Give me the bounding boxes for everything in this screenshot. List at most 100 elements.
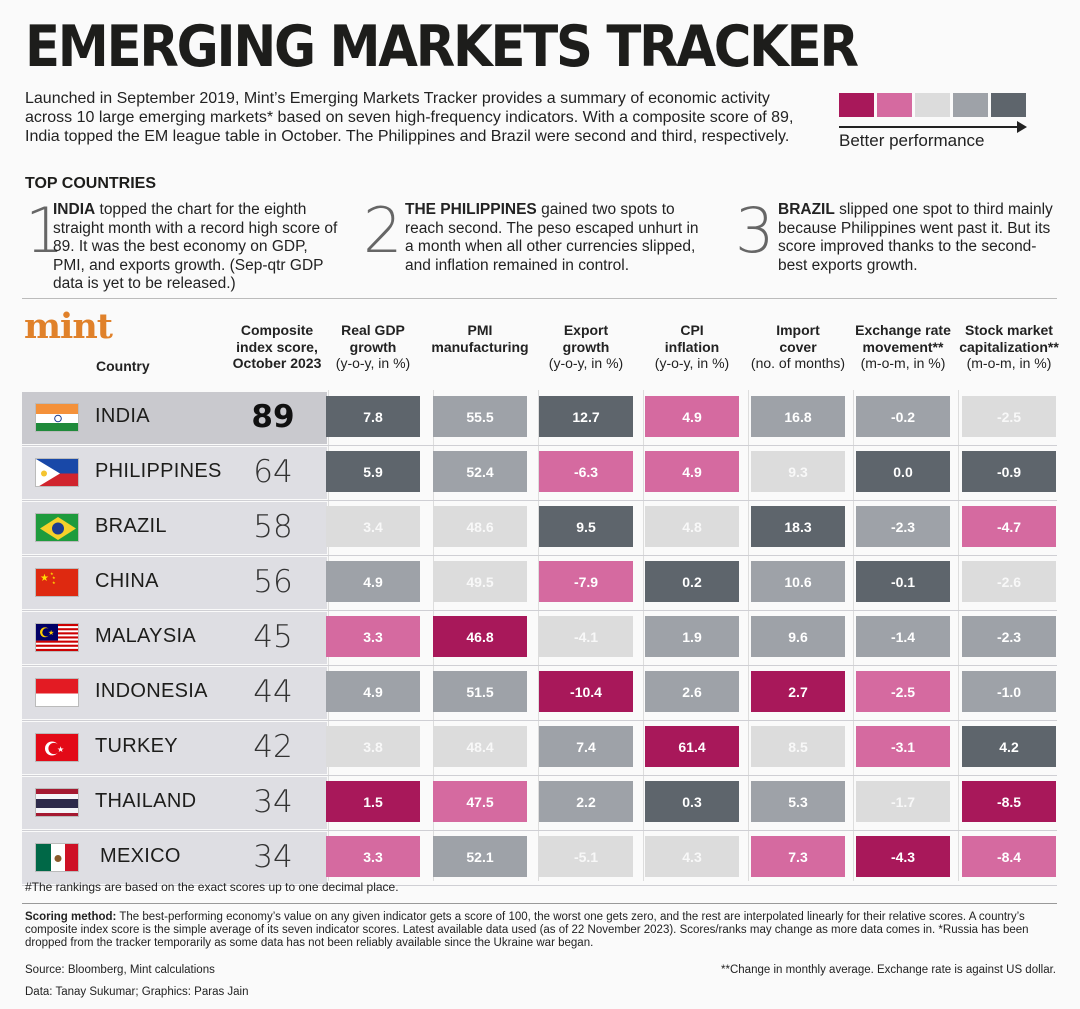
indicator-cell: 1.5	[326, 781, 420, 822]
country-name: INDONESIA	[95, 680, 208, 702]
column-header-title: Real GDP	[341, 322, 405, 338]
column-header-sub: movement**	[862, 338, 944, 355]
column-header-sub: growth	[349, 338, 397, 355]
composite-score: 34	[253, 839, 293, 875]
india-flag-icon	[35, 403, 79, 432]
row-divider	[22, 830, 1057, 831]
indicator-cell: 3.3	[326, 616, 420, 657]
column-header-sub: cover	[779, 338, 817, 355]
column-header-title: Import	[776, 322, 820, 338]
indicator-cell: 2.7	[751, 671, 845, 712]
column-separator	[748, 390, 749, 881]
column-header: Export growth (y-o-y, in %)	[526, 322, 646, 372]
indicator-cell: 48.4	[433, 726, 527, 767]
indicator-cell: 46.8	[433, 616, 527, 657]
top-country-text: THE PHILIPPINES gained two spots to reac…	[405, 201, 699, 274]
column-separator	[538, 390, 539, 881]
row-divider	[22, 445, 1057, 446]
indicator-cell: 4.9	[326, 561, 420, 602]
indicator-cell: -4.1	[539, 616, 633, 657]
legend-swatch-2	[877, 93, 912, 117]
indicator-cell: 4.9	[645, 396, 739, 437]
svg-text:★: ★	[57, 745, 64, 754]
indicator-cell: 7.4	[539, 726, 633, 767]
column-separator	[643, 390, 644, 881]
indicator-cell: 3.4	[326, 506, 420, 547]
indicator-cell: -7.9	[539, 561, 633, 602]
indicator-cell: -2.3	[856, 506, 950, 547]
indicator-cell: -5.1	[539, 836, 633, 877]
column-header-sub: inflation	[664, 338, 720, 355]
row-divider	[22, 885, 1057, 886]
indicator-cell: 51.5	[433, 671, 527, 712]
column-header-unit: (y-o-y, in %)	[654, 355, 730, 371]
indicator-cell: 4.9	[645, 451, 739, 492]
indicator-cell: 3.8	[326, 726, 420, 767]
country-name: INDIA	[95, 405, 150, 427]
indicator-cell: -1.0	[962, 671, 1056, 712]
indicator-cell: 0.2	[645, 561, 739, 602]
legend-arrowhead	[1017, 121, 1027, 133]
composite-score: 42	[253, 729, 293, 765]
country-name: CHINA	[95, 570, 159, 592]
indicator-cell: -0.1	[856, 561, 950, 602]
scoring-method: Scoring method: The best-performing econ…	[25, 911, 1029, 949]
indicator-cell: 4.8	[645, 506, 739, 547]
mint-logo: mint	[24, 306, 113, 347]
column-header-sub: growth	[562, 338, 610, 355]
composite-score: 89	[251, 399, 295, 435]
divider	[22, 298, 1057, 299]
indicator-cell: 10.6	[751, 561, 845, 602]
svg-text:★: ★	[40, 573, 49, 584]
indicator-cell: 7.3	[751, 836, 845, 877]
column-separator	[853, 390, 854, 881]
indicator-cell: 9.6	[751, 616, 845, 657]
composite-score: 44	[253, 674, 293, 710]
column-header-title: Composite	[240, 322, 314, 338]
indicator-cell: -0.9	[962, 451, 1056, 492]
country-column-header: Country	[96, 358, 150, 374]
column-header-title: Export	[563, 322, 609, 338]
indicator-cell: -2.6	[962, 561, 1056, 602]
indicator-cell: -8.4	[962, 836, 1056, 877]
column-header-unit: October 2023	[232, 355, 322, 371]
top-country-text: BRAZIL slipped one spot to third mainly …	[778, 201, 1053, 274]
composite-score: 45	[253, 619, 293, 655]
indicator-cell: -3.1	[856, 726, 950, 767]
indicator-cell: -4.3	[856, 836, 950, 877]
indicator-cell: 9.5	[539, 506, 633, 547]
indicator-cell: 55.5	[433, 396, 527, 437]
column-separator	[958, 390, 959, 881]
composite-score: 64	[253, 454, 293, 490]
row-divider	[22, 610, 1057, 611]
indicator-cell: 47.5	[433, 781, 527, 822]
country-name: TURKEY	[95, 735, 178, 757]
country-name: BRAZIL	[95, 515, 167, 537]
composite-score: 34	[253, 784, 293, 820]
row-divider	[22, 775, 1057, 776]
china-flag-icon: ★ ★ ★ ★	[35, 568, 79, 597]
indicator-cell: 61.4	[645, 726, 739, 767]
svg-text:★: ★	[50, 571, 54, 576]
thailand-flag-icon	[35, 788, 79, 817]
rank-number: 2	[363, 194, 403, 267]
column-header: Real GDP growth (y-o-y, in %)	[313, 322, 433, 372]
indicator-cell: 9.3	[751, 451, 845, 492]
legend-label: Better performance	[839, 131, 985, 150]
row-divider	[22, 665, 1057, 666]
row-divider	[22, 720, 1057, 721]
indicator-cell: -4.7	[962, 506, 1056, 547]
indicator-cell: 49.5	[433, 561, 527, 602]
column-header-title: Exchange rate	[855, 322, 951, 338]
rank-number: 1	[25, 194, 65, 267]
indicator-cell: -0.2	[856, 396, 950, 437]
change-note: **Change in monthly average. Exchange ra…	[721, 964, 1056, 976]
country-name: PHILIPPINES	[95, 460, 222, 482]
footer-divider	[22, 903, 1057, 904]
indicator-cell: -2.5	[962, 396, 1056, 437]
row-divider	[22, 555, 1057, 556]
indonesia-flag-icon	[35, 678, 79, 707]
indicator-cell: 52.1	[433, 836, 527, 877]
indicator-cell: -8.5	[962, 781, 1056, 822]
row-divider	[22, 500, 1057, 501]
